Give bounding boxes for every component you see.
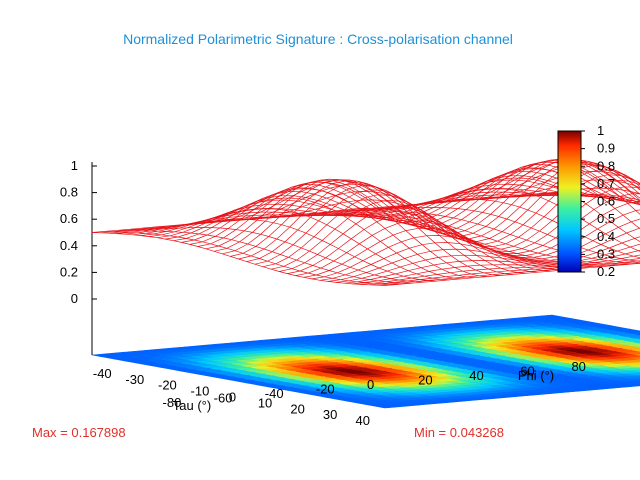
heatmap-cell xyxy=(627,372,640,376)
y-tick-label: -60 xyxy=(214,390,233,405)
mesh-line-phi xyxy=(526,194,640,205)
heatmap-cell xyxy=(634,333,640,336)
x-axis-label: Tau (°) xyxy=(173,398,211,413)
surface-mesh xyxy=(91,158,640,286)
x-tick-label: 40 xyxy=(355,413,369,428)
tau-axis-ticks: -40 -30 -20 -10 0 10 20 30 40 xyxy=(93,366,370,428)
min-label: Min = 0.043268 xyxy=(414,425,504,440)
z-tick-label: 1 xyxy=(71,158,78,173)
mesh-line-phi xyxy=(347,209,640,264)
heatmap-cell xyxy=(621,346,640,351)
mesh-line-phi xyxy=(360,207,640,262)
colorbar-tick-label: 0.7 xyxy=(597,176,615,191)
heatmap-cell xyxy=(624,330,640,335)
heatmap-cell xyxy=(621,375,640,380)
x-tick-label: -40 xyxy=(93,366,112,381)
phi-axis-ticks: -80 -60 -40 -20 0 20 40 60 80 xyxy=(163,359,586,410)
colorbar-tick-label: 1 xyxy=(597,123,604,138)
mesh-line-phi xyxy=(206,178,501,276)
mesh-line-phi xyxy=(232,183,526,274)
z-tick-label: 0.2 xyxy=(60,264,78,279)
heatmap-cell xyxy=(637,346,640,348)
mesh-line-phi xyxy=(475,171,640,200)
colorbar-tick-label: 0.4 xyxy=(597,229,615,244)
mesh-line-phi xyxy=(488,179,640,199)
heatmap-cell xyxy=(635,382,640,385)
mesh-line-phi xyxy=(91,232,386,286)
x-tick-label: 20 xyxy=(290,401,304,416)
mesh-line-phi xyxy=(130,227,424,283)
heatmap-cell xyxy=(625,351,640,356)
mesh-line-phi xyxy=(449,159,640,202)
heatmap-cell xyxy=(634,361,640,365)
y-tick-label: -40 xyxy=(265,386,284,401)
mesh-line-phi xyxy=(181,188,475,279)
heatmap-cell xyxy=(628,364,640,368)
y-tick-label: 80 xyxy=(571,359,585,374)
colorbar-ticks: 1 0.9 0.8 0.7 0.6 0.5 0.4 0.3 0.2 xyxy=(581,123,615,279)
max-label: Max = 0.167898 xyxy=(32,425,126,440)
mesh-line-phi xyxy=(219,179,513,275)
heatmap-cell xyxy=(620,354,640,359)
mesh-line-phi xyxy=(436,158,640,203)
x-tick-label: 0 xyxy=(229,390,236,405)
x-tick-label: -30 xyxy=(125,372,144,387)
mesh-line-phi xyxy=(245,191,539,273)
y-tick-label: -20 xyxy=(316,381,335,396)
colorbar xyxy=(557,130,582,273)
z-tick-label: 0.6 xyxy=(60,211,78,226)
y-tick-label: 40 xyxy=(469,368,483,383)
heatmap-cell xyxy=(623,367,640,372)
heatmap-cell xyxy=(620,383,640,387)
colorbar-tick-label: 0.3 xyxy=(597,246,615,261)
heatmap-cell xyxy=(626,380,640,384)
mesh-line-phi xyxy=(551,192,640,203)
mesh-line-phi xyxy=(500,187,640,198)
mesh-line-phi xyxy=(117,229,411,284)
colorbar-tick-label: 0.5 xyxy=(597,211,615,226)
mesh-line-phi xyxy=(309,213,603,267)
colorbar-tick-label: 0.6 xyxy=(597,194,615,209)
z-axis: 0 0.2 0.4 0.6 0.8 1 xyxy=(60,158,97,355)
y-tick-label: -80 xyxy=(163,395,182,410)
mesh-line-phi xyxy=(462,163,640,201)
y-tick-label: 60 xyxy=(520,364,534,379)
colorbar-tick-label: 0.9 xyxy=(597,141,615,156)
y-tick-label: 0 xyxy=(367,377,374,392)
mesh-line-phi xyxy=(296,214,590,269)
heatmap-cell xyxy=(637,375,640,377)
colorbar-tick-label: 0.2 xyxy=(597,264,615,279)
heatmap-cell xyxy=(624,359,640,364)
mesh-line-phi xyxy=(168,197,462,280)
mesh-line-phi xyxy=(270,207,564,271)
heatmap-cell xyxy=(623,338,640,343)
z-tick-label: 0.8 xyxy=(60,185,78,200)
mesh-line-phi xyxy=(104,231,398,285)
colorbar-tick-label: 0.8 xyxy=(597,158,615,173)
y-tick-label: 20 xyxy=(418,373,432,388)
x-tick-label: -20 xyxy=(158,378,177,393)
heatmap-cell xyxy=(632,341,640,344)
heatmap-cell xyxy=(631,348,640,352)
heatmap-cell xyxy=(631,377,640,381)
heatmap-cell xyxy=(628,335,640,340)
chart-title: Normalized Polarimetric Signature : Cros… xyxy=(123,31,513,47)
z-tick-label: 0.4 xyxy=(60,238,78,253)
heatmap-cell xyxy=(635,354,640,356)
x-tick-label: -10 xyxy=(191,384,210,399)
mesh-line-phi xyxy=(539,193,640,206)
x-tick-label: 10 xyxy=(258,395,272,410)
heatmap-projection xyxy=(91,314,640,409)
z-tick-label: 0 xyxy=(71,291,78,306)
heatmap-cell xyxy=(627,343,640,348)
mesh-line-phi xyxy=(398,177,640,243)
x-tick-label: 30 xyxy=(323,407,337,422)
y-axis-label: Phi (°) xyxy=(518,368,554,383)
heatmap-cell xyxy=(630,356,640,360)
